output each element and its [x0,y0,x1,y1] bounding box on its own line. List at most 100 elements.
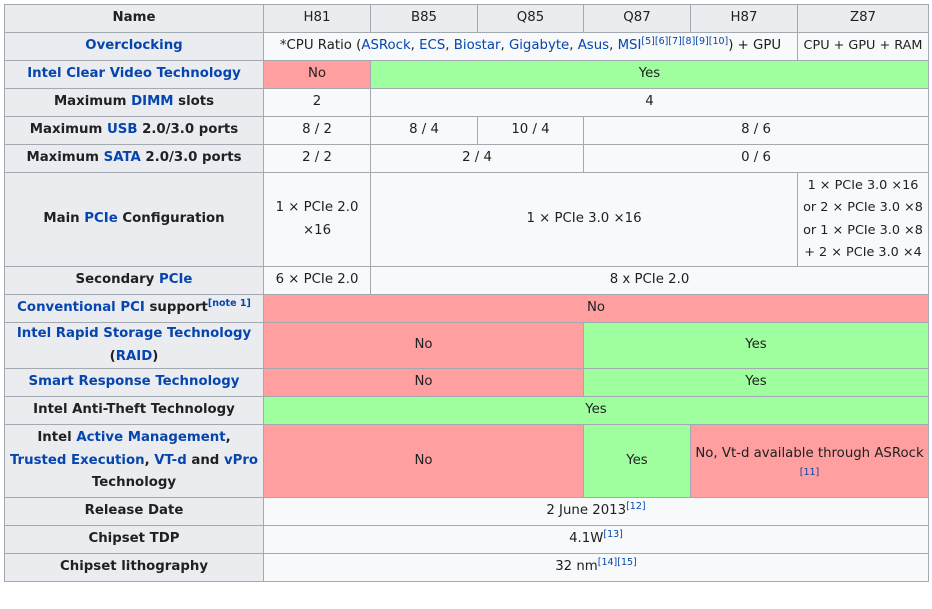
conventional-pci-link[interactable]: Conventional PCI [17,300,145,316]
ref-5[interactable]: [5] [641,36,655,48]
main-pcie-h81-line: 1 × PCIe 2.0 [275,200,359,215]
main-pcie-z87-line: + 2 × PCIe 3.0 ×4 [804,245,922,260]
sep: , [569,38,578,54]
sata-post: 2.0/3.0 ports [140,150,242,166]
overclocking-suffix: ) + GPU [728,38,782,54]
management-q87: Yes [583,424,691,498]
rst-open: ( [109,348,116,364]
vendor-link-biostar[interactable]: Biostar [453,38,501,54]
row-label-usb: Maximum USB 2.0/3.0 ports [4,116,264,145]
ref-7[interactable]: [7] [668,36,682,48]
row-dimm: Maximum DIMM slots 2 4 [4,88,929,117]
usb-b85: 8 / 4 [370,116,478,145]
row-tdp: Chipset TDP 4.1W[13] [4,525,929,554]
ref-10[interactable]: [10] [708,36,729,48]
ref-13[interactable]: [13] [603,529,623,541]
management-right-text: No, Vt-d available through ASRock [695,445,924,461]
management-pre: Intel [37,430,77,446]
vendor-link-gigabyte[interactable]: Gigabyte [508,38,570,54]
row-release: Release Date 2 June 2013[12] [4,497,929,526]
raid-link[interactable]: RAID [115,348,153,364]
row-label-release: Release Date [4,497,264,526]
sep: , [144,452,155,468]
row-label-secondary-pcie: Secondary PCIe [4,266,264,295]
vendor-link-asus[interactable]: Asus [577,38,610,54]
header-q87: Q87 [583,4,691,33]
ref-15[interactable]: [15] [617,557,637,569]
ref-6[interactable]: [6] [654,36,669,48]
ref-11[interactable]: [11] [799,467,820,479]
ref-9[interactable]: [9] [695,36,709,48]
usb-q85: 10 / 4 [477,116,584,145]
secondary-pcie-pre: Secondary [75,272,159,288]
header-b85: B85 [370,4,478,33]
note-1-ref[interactable]: [note 1] [207,298,251,310]
conventional-pci-all: No [263,294,929,323]
overclocking-link[interactable]: Overclocking [85,38,183,54]
vendor-link-ecs[interactable]: ECS [419,38,446,54]
srt-link[interactable]: Smart Response Technology [28,374,240,390]
vendor-link-msi[interactable]: MSI [617,38,642,54]
rst-close: ) [152,348,159,364]
ref-12[interactable]: [12] [626,501,646,513]
active-management-link[interactable]: Active Management [76,430,226,446]
header-h87: H87 [690,4,798,33]
dimm-post: slots [173,94,215,110]
row-clear-video: Intel Clear Video Technology No Yes [4,60,929,89]
vpro-link[interactable]: vPro [223,452,259,468]
overclocking-value: *CPU Ratio (ASRock, ECS, Biostar, Gigaby… [263,32,798,61]
dimm-link[interactable]: DIMM [131,94,174,110]
ref-8[interactable]: [8] [681,36,696,48]
release-value: 2 June 2013[12] [263,497,929,526]
row-srt: Smart Response Technology No Yes [4,368,929,397]
rst-link[interactable]: Intel Rapid Storage Technology [16,326,252,341]
row-overclocking: Overclocking *CPU Ratio (ASRock, ECS, Bi… [4,32,929,61]
row-litho: Chipset lithography 32 nm[14][15] [4,553,929,582]
conventional-pci-post: support [144,300,208,316]
management-right: No, Vt-d available through ASRock [11] [690,424,929,498]
main-pcie-post: Configuration [117,211,225,227]
row-label-conventional-pci: Conventional PCI support[note 1] [4,294,264,323]
main-pcie-pre: Main [43,211,85,227]
trusted-execution-link[interactable]: Trusted Execution [9,452,145,468]
header-row: Name H81 B85 Q85 Q87 H87 Z87 [4,4,929,33]
main-pcie-link[interactable]: PCIe [84,211,118,227]
row-label-dimm: Maximum DIMM slots [4,88,264,117]
dimm-h81: 2 [263,88,371,117]
sata-link[interactable]: SATA [103,150,141,166]
vendor-link-asrock[interactable]: ASRock [361,38,411,54]
row-conventional-pci: Conventional PCI support[note 1] No [4,294,929,323]
vt-d-link[interactable]: VT-d [154,452,187,468]
header-name: Name [4,4,264,33]
clear-video-rest: Yes [370,60,929,89]
row-main-pcie: Main PCIe Configuration 1 × PCIe 2.0 ×16… [4,172,929,267]
row-label-main-pcie: Main PCIe Configuration [4,172,264,267]
secondary-pcie-link[interactable]: PCIe [158,272,193,288]
usb-rest: 8 / 6 [583,116,929,145]
secondary-pcie-h81: 6 × PCIe 2.0 [263,266,371,295]
sata-pre: Maximum [26,150,104,166]
main-pcie-z87-line: 1 × PCIe 3.0 ×16 [807,177,919,193]
usb-h81: 8 / 2 [263,116,371,145]
srt-right: Yes [583,368,929,397]
main-pcie-h81: 1 × PCIe 2.0 ×16 [263,172,371,267]
row-rst: Intel Rapid Storage Technology (RAID) No… [4,322,929,369]
main-pcie-z87-line: or 2 × PCIe 3.0 ×8 [803,200,923,215]
header-q85: Q85 [477,4,584,33]
clear-video-link[interactable]: Intel Clear Video Technology [27,66,241,82]
sata-h81: 2 / 2 [263,144,371,173]
row-anti-theft: Intel Anti-Theft Technology Yes [4,396,929,425]
row-label-clear-video: Intel Clear Video Technology [4,60,264,89]
ref-14[interactable]: [14] [597,557,618,569]
rst-left: No [263,322,584,369]
header-z87: Z87 [797,4,929,33]
row-secondary-pcie: Secondary PCIe 6 × PCIe 2.0 8 x PCIe 2.0 [4,266,929,295]
overclocking-prefix: *CPU Ratio ( [279,38,362,54]
main-pcie-mid: 1 × PCIe 3.0 ×16 [370,172,798,267]
header-h81: H81 [263,4,371,33]
overclocking-z87: CPU + GPU + RAM [797,32,929,61]
and: and [186,452,224,468]
sata-b85-q85: 2 / 4 [370,144,584,173]
usb-link[interactable]: USB [106,122,138,138]
row-label-rst: Intel Rapid Storage Technology (RAID) [4,322,264,369]
